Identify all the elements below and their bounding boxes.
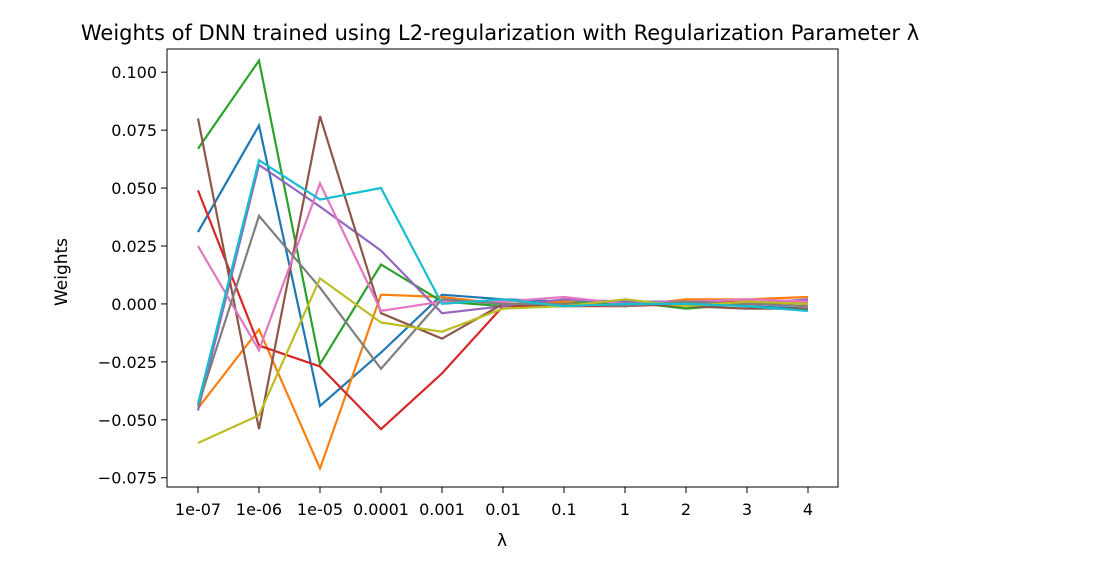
plot-frame — [166, 48, 839, 488]
x-tick-label: 0.0001 — [353, 500, 409, 519]
y-tick-label: −0.075 — [98, 469, 157, 488]
x-tick-label: 0.01 — [485, 500, 521, 519]
x-tick-label: 1e-06 — [236, 500, 282, 519]
x-tick-label: 1e-05 — [297, 500, 343, 519]
y-tick-label: −0.050 — [98, 411, 157, 430]
x-axis-label: λ — [497, 531, 507, 551]
x-tick-label: 2 — [681, 500, 691, 519]
x-tick-label: 4 — [803, 500, 813, 519]
y-axis: −0.075 −0.050 −0.025 0.000 0.025 0.050 0.075 0.… — [98, 63, 167, 488]
series-line-7 — [197, 180, 809, 353]
series-line-2 — [197, 293, 809, 472]
chart-title: Weights of DNN trained using L2-regulari… — [81, 21, 919, 45]
y-axis-label: Weights — [52, 238, 72, 306]
series-line-8 — [196, 213, 809, 407]
series-line-5 — [196, 163, 809, 411]
x-tick-label: 1e-07 — [175, 500, 221, 519]
y-tick-label: 0.000 — [111, 295, 157, 314]
x-axis: 1e-07 1e-06 1e-05 0.0001 0.001 0.01 0.1 1 2 3 4 — [175, 487, 813, 519]
y-tick-label: 0.050 — [111, 179, 157, 198]
series-line-6 — [196, 115, 808, 430]
x-tick-label: 0.001 — [419, 500, 465, 519]
series-line-10 — [196, 158, 809, 404]
series-line-3 — [197, 57, 809, 368]
y-tick-label: 0.025 — [111, 237, 157, 256]
x-tick-label: 1 — [620, 500, 630, 519]
x-tick-label: 3 — [742, 500, 752, 519]
y-tick-label: 0.075 — [111, 121, 157, 140]
y-tick-label: −0.025 — [98, 353, 157, 372]
x-tick-label: 0.1 — [551, 500, 576, 519]
y-tick-label: 0.100 — [111, 63, 157, 82]
series-lines — [196, 57, 809, 472]
